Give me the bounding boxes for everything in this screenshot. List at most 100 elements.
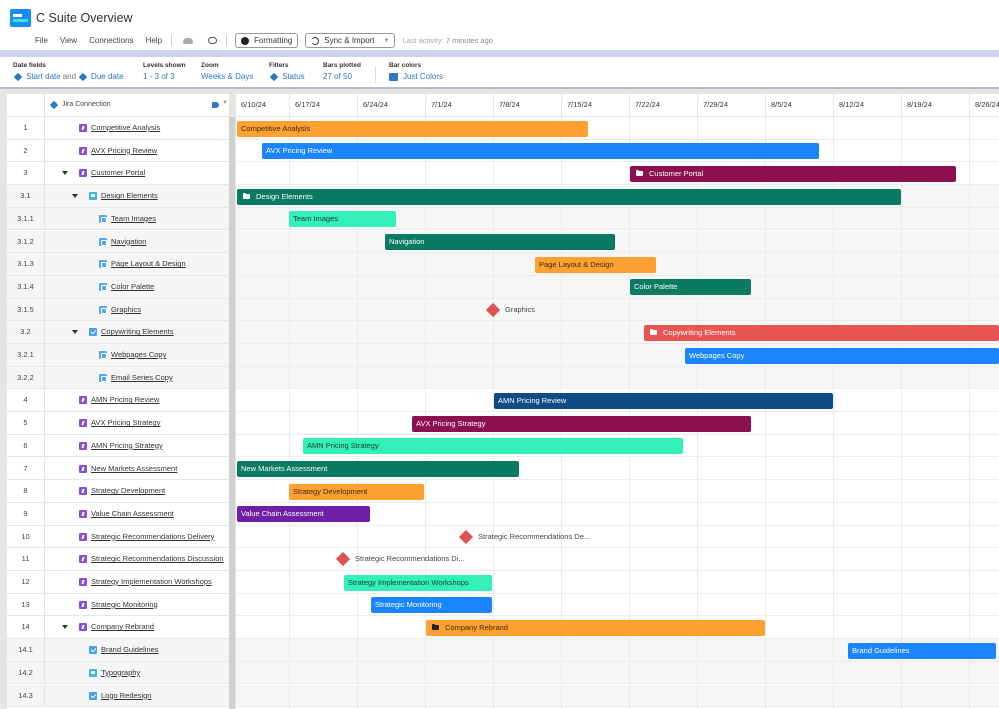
filters-control[interactable]: Filters Status	[269, 62, 305, 81]
table-row[interactable]: 3.1 Design Elements	[7, 185, 229, 208]
issue-link[interactable]: AVX Pricing Strategy	[91, 418, 161, 428]
issue-link[interactable]: AMN Pricing Strategy	[91, 440, 163, 450]
table-row[interactable]: 14.3 Logo Redesign	[7, 684, 229, 708]
start-date-field[interactable]: Start date	[26, 72, 61, 81]
levels-control[interactable]: Levels shown 1 - 3 of 3	[143, 62, 186, 81]
gantt-bar[interactable]: Design Elements	[237, 188, 901, 205]
menu-connections[interactable]: Connections	[89, 36, 134, 45]
gantt-bar[interactable]: Value Chain Assessment	[237, 506, 370, 523]
issue-link[interactable]: Team Images	[111, 213, 157, 223]
menu-view[interactable]: View	[59, 36, 78, 45]
filters-value[interactable]: Status	[282, 72, 305, 81]
gantt-bar[interactable]: Customer Portal	[630, 165, 956, 182]
document-title[interactable]: C Suite Overview	[36, 11, 133, 25]
table-row[interactable]: 1 Competitive Analysis	[7, 117, 229, 140]
issue-link[interactable]: Value Chain Assessment	[91, 508, 174, 518]
bars-plotted-value[interactable]: 27 of 50	[323, 72, 352, 81]
table-row[interactable]: 3.1.4 Color Palette	[7, 275, 229, 299]
bars-plotted-control[interactable]: Bars plotted 27 of 50	[323, 62, 361, 81]
formatting-button[interactable]: Formatting	[235, 33, 299, 48]
table-row[interactable]: 3 Customer Portal	[7, 162, 229, 186]
zoom-value[interactable]: Weeks & Days	[201, 72, 254, 81]
zoom-control[interactable]: Zoom Weeks & Days	[201, 62, 253, 81]
gantt-bar[interactable]: Copywriting Elements	[644, 324, 999, 341]
levels-value[interactable]: 1 - 3 of 3	[143, 72, 175, 81]
issue-link[interactable]: Customer Portal	[91, 168, 146, 178]
table-row[interactable]: 14 Company Rebrand	[7, 616, 229, 640]
gantt-bar[interactable]: Strategic Monitoring	[371, 597, 492, 614]
table-row[interactable]: 3.2.1 Webpages Copy	[7, 344, 229, 367]
issue-link[interactable]: Strategic Monitoring	[91, 599, 158, 609]
collapse-toggle-icon[interactable]	[62, 171, 68, 176]
menu-help[interactable]: Help	[145, 36, 163, 45]
gantt-bar[interactable]: Page Layout & Design	[535, 256, 656, 273]
gantt-bar[interactable]: Competitive Analysis	[237, 120, 588, 137]
issue-link[interactable]: Navigation	[111, 236, 147, 246]
menu-file[interactable]: File	[35, 36, 48, 45]
table-row[interactable]: 3.1.2 Navigation	[7, 230, 229, 254]
issue-link[interactable]: Strategy Development	[91, 486, 166, 496]
gantt-bar[interactable]: New Markets Assessment	[237, 461, 519, 477]
column-header-jira[interactable]: Jira Connection	[49, 100, 111, 109]
gantt-bar[interactable]: Navigation	[385, 234, 615, 250]
cloud-icon[interactable]	[183, 37, 194, 44]
table-row[interactable]: 7 New Markets Assessment	[7, 457, 229, 481]
due-date-field[interactable]: Due date	[91, 72, 124, 81]
collapse-toggle-icon[interactable]	[72, 194, 78, 199]
chevron-down-icon[interactable]: ▼	[222, 100, 228, 106]
issue-link[interactable]: Strategy Implementation Workshops	[91, 577, 212, 586]
comment-icon[interactable]	[208, 37, 218, 44]
gantt-bar[interactable]: Team Images	[289, 211, 396, 228]
table-row[interactable]: 9 Value Chain Assessment	[7, 502, 229, 526]
table-row[interactable]: 13 Strategic Monitoring	[7, 593, 229, 617]
gantt-bar[interactable]: AVX Pricing Strategy	[412, 415, 751, 432]
gantt-bar[interactable]: Color Palette	[630, 279, 751, 296]
table-row[interactable]: 3.1.3 Page Layout & Design	[7, 253, 229, 276]
gantt-bar[interactable]: AMN Pricing Strategy	[303, 438, 683, 455]
gantt-bar[interactable]: AVX Pricing Review	[262, 143, 819, 160]
collapse-toggle-icon[interactable]	[62, 625, 68, 630]
issue-link[interactable]: AVX Pricing Review	[91, 145, 158, 155]
collapse-toggle-icon[interactable]	[72, 330, 78, 335]
table-row[interactable]: 12 Strategy Implementation Workshops	[7, 571, 229, 594]
grid-scrollbar[interactable]	[229, 117, 235, 709]
table-row[interactable]: 5 AVX Pricing Strategy	[7, 412, 229, 435]
issue-link[interactable]: Strategic Recommendations Delivery	[91, 531, 215, 541]
gantt-bar[interactable]: Brand Guidelines	[848, 642, 996, 659]
issue-link[interactable]: New Markets Assessment	[91, 463, 178, 473]
issue-link[interactable]: Webpages Copy	[111, 350, 167, 359]
table-row[interactable]: 3.2.2 Email Series Copy	[7, 366, 229, 390]
date-fields-control[interactable]: Date fields Start date and Due date	[13, 62, 124, 81]
table-row[interactable]: 6 AMN Pricing Strategy	[7, 434, 229, 458]
issue-link[interactable]: Typography	[101, 667, 141, 677]
gantt-bar[interactable]: Webpages Copy	[685, 347, 999, 364]
table-row[interactable]: 3.1.1 Team Images	[7, 207, 229, 231]
issue-link[interactable]: AMN Pricing Review	[91, 395, 160, 405]
table-row[interactable]: 14.1 Brand Guidelines	[7, 639, 229, 662]
issue-link[interactable]: Competitive Analysis	[91, 123, 161, 132]
issue-link[interactable]: Graphics	[111, 304, 142, 314]
table-row[interactable]: 14.2 Typography	[7, 661, 229, 685]
sync-import-button[interactable]: Sync & Import ▼	[305, 33, 396, 48]
issue-link[interactable]: Brand Guidelines	[101, 645, 159, 655]
table-row[interactable]: 10 Strategic Recommendations Delivery	[7, 525, 229, 549]
table-row[interactable]: 2 AVX Pricing Review	[7, 139, 229, 163]
table-row[interactable]: 8 Strategy Development	[7, 480, 229, 503]
app-logo-icon[interactable]	[10, 9, 31, 27]
gantt-bar[interactable]: Strategy Development	[289, 483, 424, 500]
issue-link[interactable]: Strategic Recommendations Discussion	[91, 554, 224, 564]
issue-link[interactable]: Color Palette	[111, 281, 155, 291]
gantt-bar[interactable]: AMN Pricing Review	[494, 392, 833, 409]
table-row[interactable]: 4 AMN Pricing Review	[7, 389, 229, 413]
gantt-bar[interactable]: Company Rebrand	[426, 619, 765, 636]
issue-link[interactable]: Logo Redesign	[101, 690, 152, 700]
issue-link[interactable]: Email Series Copy	[111, 372, 173, 382]
issue-link[interactable]: Design Elements	[101, 191, 158, 201]
bar-colors-control[interactable]: Bar colors Just Colors	[389, 62, 443, 81]
gantt-bar[interactable]: Strategy Implementation Workshops	[344, 574, 492, 591]
issue-link[interactable]: Company Rebrand	[91, 622, 154, 632]
tag-icon[interactable]	[212, 102, 219, 108]
table-row[interactable]: 3.2 Copywriting Elements	[7, 321, 229, 344]
table-row[interactable]: 3.1.5 Graphics	[7, 298, 229, 322]
issue-link[interactable]: Copywriting Elements	[101, 327, 174, 337]
